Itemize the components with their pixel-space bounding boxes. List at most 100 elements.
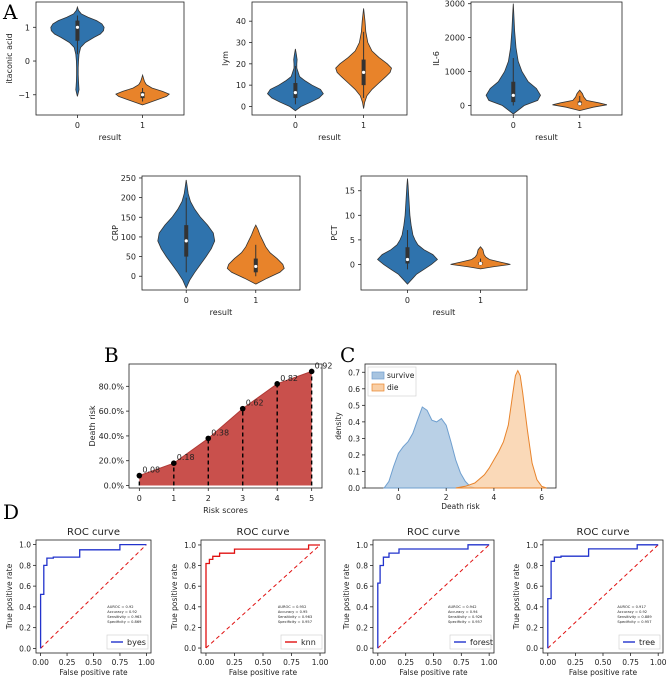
violin-median [478,261,483,266]
y-tick-label: 0.8 [526,561,538,570]
roc-metric: Specificity = 0.869 [107,620,142,624]
violin-axes-4 [360,175,528,291]
y-axis-label: True positive rate [342,563,351,630]
x-tick-label: 0.75 [283,658,300,667]
y-tick-label: 40 [236,17,246,26]
y-tick-label: 0.6 [184,582,196,591]
y-tick-label: −1 [18,91,30,100]
violin-axes-0 [35,1,185,116]
y-tick-label: 2000 [445,34,465,43]
x-tick-label: 0 [396,493,401,502]
x-tick-label: 0.50 [255,658,272,667]
y-tick-label: 200 [121,194,136,203]
y-tick-label: 1.0 [184,541,196,550]
legend-swatch-survive [371,371,385,380]
x-tick-label: 0 [75,121,80,130]
x-tick-label: 2 [444,493,449,502]
x-tick-label: 1.00 [138,658,155,667]
roc-metric: Sensitivity = 0.963 [278,615,312,619]
violin-median [362,70,366,74]
x-tick-label: 5 [309,494,314,503]
roc-legend-label: forest [470,638,493,647]
x-axis-label: False positive rate [59,668,128,677]
roc-metric: Accuracy = 0.92 [617,610,647,614]
x-tick-label: 0.25 [397,658,414,667]
y-tick-label: 60.0% [99,407,125,416]
panel-label-d: D [3,500,20,524]
y-tick-label: 0 [241,102,246,111]
x-tick-label: 1 [140,121,145,130]
y-tick-label: 0.0% [104,482,125,491]
risk-point [239,405,246,412]
y-axis-label: True positive rate [170,563,179,630]
legend-label-survive: survive [387,371,415,380]
x-tick-label: 0.50 [595,658,612,667]
x-tick-label: 0.75 [112,658,129,667]
roc-metric: Specificity = 0.957 [278,620,312,624]
risk-axes [128,363,323,489]
roc-curve-forest [377,544,490,649]
risk-point-label: 0.62 [246,399,264,408]
roc-metric: AUROC = 0.952 [278,605,307,609]
y-tick-label: 0 [131,272,136,281]
x-axis-label: result [535,133,558,142]
roc-legend [106,634,149,650]
x-axis-label: False positive rate [399,668,468,677]
violin-median [75,25,80,29]
risk-line [139,370,312,477]
y-tick-label: 0.6 [19,582,31,591]
x-tick-label: 3 [240,494,245,503]
roc-title: ROC curve [407,527,460,538]
roc-metric: Specificity = 0.957 [617,620,651,624]
roc-metric: Accuracy = 0.94 [448,610,478,614]
y-tick-label: 0.4 [184,603,196,612]
x-axis-label: Death risk [441,502,480,511]
risk-point-label: 0.08 [142,466,160,475]
x-tick-label: 0.75 [453,658,470,667]
x-tick-label: 0.00 [198,658,215,667]
y-tick-label: 30 [236,39,246,48]
y-axis-label: True positive rate [5,563,14,630]
roc-legend [618,634,661,650]
y-tick-label: 0.0 [184,644,196,653]
x-tick-label: 0.25 [59,658,76,667]
y-tick-label: 0.6 [526,582,538,591]
x-axis-label: result [318,133,341,142]
x-tick-label: 0 [184,296,189,305]
y-tick-label: 0.8 [19,561,31,570]
x-tick-label: 0.00 [369,658,386,667]
roc-legend-label: knn [301,638,316,647]
x-tick-label: 6 [539,493,544,502]
y-tick-label: 0.0 [356,644,368,653]
panel-label-c: C [340,343,356,367]
x-tick-label: 2 [206,494,211,503]
roc-metric: AUROC = 0.92 [107,605,133,609]
y-tick-label: 0.4 [356,603,368,612]
roc-curve-tree [547,544,659,649]
violin-median [511,93,515,97]
x-tick-label: 0 [405,296,410,305]
legend-label-die: die [387,383,399,392]
violin-median [405,257,410,262]
y-tick-label: 1.0 [19,541,31,550]
x-axis-label: result [433,308,456,317]
y-tick-label: 0.8 [356,562,368,571]
panel-label-a: A [3,0,18,24]
x-axis-label: False positive rate [569,668,638,677]
violin-median [293,91,297,95]
y-axis-label: lym [221,51,230,66]
roc-metric: Sensitivity = 0.889 [617,615,652,619]
y-tick-label: 50 [126,253,136,262]
y-tick-label: 0.2 [19,624,31,633]
y-tick-label: 40.0% [99,432,125,441]
y-axis-label: density [334,412,343,440]
y-tick-label: 0.0 [526,644,538,653]
violin-median [578,102,582,106]
panel-label-b: B [104,343,119,367]
y-tick-label: 0.3 [348,434,360,443]
risk-point [171,460,177,467]
y-tick-label: 15 [345,187,355,196]
violin-axes-1 [251,1,408,116]
risk-point-label: 0.38 [211,428,229,437]
